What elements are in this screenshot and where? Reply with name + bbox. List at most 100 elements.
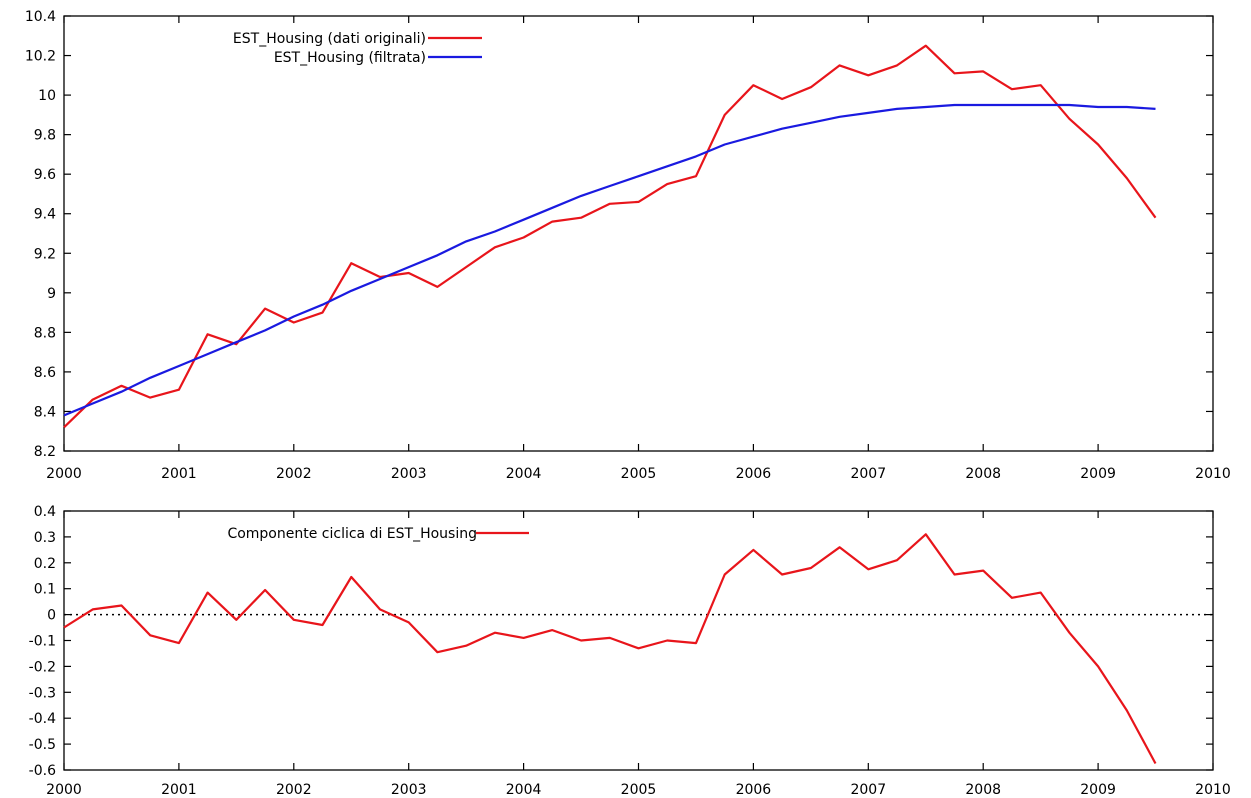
chart-panel-1: 2000 2001 2002 2003 2004 2005 2006 2007 2008 2009… [25, 9, 1231, 482]
data-point [1154, 762, 1156, 764]
data-point [1039, 591, 1041, 593]
data-point [925, 44, 927, 46]
y-tick-label: 8.2 [34, 444, 56, 460]
data-point [637, 175, 639, 177]
y-tick-label: -0.1 [29, 634, 56, 650]
chart-panel-2: 2000 2001 2002 2003 2004 2005 2006 2007 2008 2009… [29, 504, 1231, 798]
data-point [379, 278, 381, 280]
x-tick-label: 2002 [276, 466, 312, 482]
x-tick-label: 2001 [161, 782, 197, 798]
data-point [637, 647, 639, 649]
y-tick-label: -0.2 [29, 659, 56, 675]
data-point [235, 619, 237, 621]
data-point [379, 608, 381, 610]
x-tick-label: 2001 [161, 466, 197, 482]
data-point [551, 220, 553, 222]
data-point [465, 644, 467, 646]
data-point [264, 307, 266, 309]
data-point [781, 573, 783, 575]
x-tick-label: 2010 [1195, 782, 1231, 798]
data-point [838, 64, 840, 66]
legend-entry-1: Componente ciclica di EST_Housing [227, 526, 529, 542]
data-point [695, 175, 697, 177]
series-line-1 [63, 533, 1157, 765]
data-point [436, 286, 438, 288]
plot-frame [63, 15, 1214, 452]
data-point [149, 377, 151, 379]
y-tick-label: 8.6 [34, 365, 56, 381]
data-point [1068, 632, 1070, 634]
data-point [206, 333, 208, 335]
data-point [609, 203, 611, 205]
data-point [321, 624, 323, 626]
data-point [436, 651, 438, 653]
data-point [408, 621, 410, 623]
data-point [293, 315, 295, 317]
data-point [867, 74, 869, 76]
data-point [953, 72, 955, 74]
data-point [120, 604, 122, 606]
data-point [1011, 597, 1013, 599]
data-point [293, 619, 295, 621]
y-tick-label: 0.4 [34, 504, 56, 520]
x-tick-label: 2009 [1080, 782, 1116, 798]
data-point [408, 272, 410, 274]
data-point [149, 634, 151, 636]
data-point [810, 122, 812, 124]
data-point [63, 414, 65, 416]
data-point [925, 106, 927, 108]
data-point [580, 195, 582, 197]
data-point [178, 365, 180, 367]
data-point [522, 637, 524, 639]
legend-label: EST_Housing (dati originali) [233, 31, 426, 47]
data-point [810, 567, 812, 569]
data-point [896, 64, 898, 66]
x-tick-label: 2002 [276, 782, 312, 798]
y-tick-label: -0.4 [29, 711, 56, 727]
x-tick-label: 2003 [391, 466, 427, 482]
data-point [494, 230, 496, 232]
y-tick-label: 0.3 [34, 530, 56, 546]
data-point [465, 266, 467, 268]
data-point [609, 185, 611, 187]
data-point [350, 576, 352, 578]
legend-entry-2: EST_Housing (filtrata) [274, 50, 482, 66]
data-point [695, 642, 697, 644]
x-tick-label: 2006 [736, 466, 772, 482]
data-point [781, 98, 783, 100]
data-point [408, 266, 410, 268]
data-point [752, 135, 754, 137]
x-tick-label: 2005 [621, 782, 657, 798]
data-point [551, 629, 553, 631]
data-point [321, 311, 323, 313]
data-point [206, 591, 208, 593]
data-point [1011, 88, 1013, 90]
x-tick-label: 2007 [850, 782, 886, 798]
x-tick-label: 2007 [850, 466, 886, 482]
data-point [522, 236, 524, 238]
data-point [925, 533, 927, 535]
data-point [1154, 108, 1156, 110]
data-point [92, 608, 94, 610]
data-point [235, 341, 237, 343]
data-point [723, 143, 725, 145]
y-tick-label: 9.8 [34, 128, 56, 144]
data-point [494, 246, 496, 248]
data-point [982, 569, 984, 571]
data-point [953, 104, 955, 106]
x-tick-label: 2005 [621, 466, 657, 482]
y-tick-label: 10.2 [25, 49, 56, 65]
data-point [609, 637, 611, 639]
x-tick-label: 2006 [736, 782, 772, 798]
data-point [1039, 104, 1041, 106]
data-point [752, 84, 754, 86]
y-tick-label: 0 [47, 608, 56, 624]
data-point [206, 353, 208, 355]
data-point [1126, 106, 1128, 108]
data-point [982, 70, 984, 72]
data-point [92, 398, 94, 400]
legend-label: Componente ciclica di EST_Housing [227, 526, 477, 542]
data-point [321, 303, 323, 305]
data-point [178, 642, 180, 644]
y-tick-label: -0.6 [29, 763, 56, 779]
